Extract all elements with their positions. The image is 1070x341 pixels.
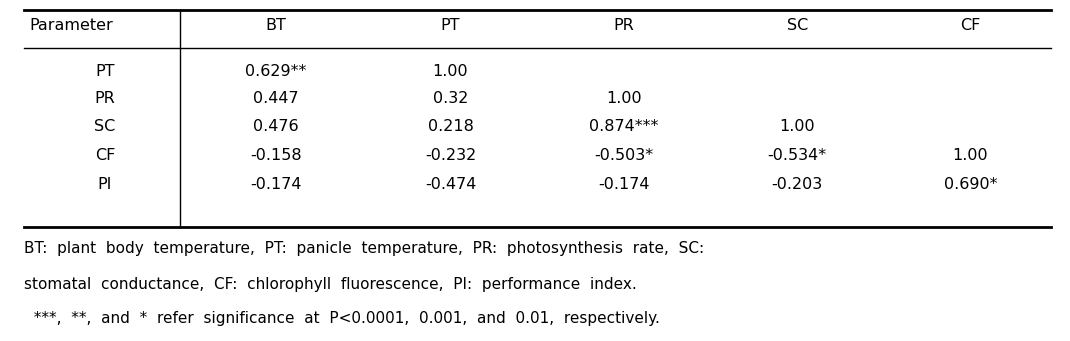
Text: PR: PR bbox=[613, 18, 635, 33]
Text: Parameter: Parameter bbox=[29, 18, 112, 33]
Text: 0.447: 0.447 bbox=[254, 91, 299, 106]
Text: CF: CF bbox=[94, 148, 116, 163]
Text: 0.690*: 0.690* bbox=[944, 177, 997, 192]
Text: CF: CF bbox=[960, 18, 981, 33]
Text: 1.00: 1.00 bbox=[432, 64, 469, 79]
Text: 0.629**: 0.629** bbox=[245, 64, 307, 79]
Text: stomatal  conductance,  CF:  chlorophyll  fluorescence,  PI:  performance  index: stomatal conductance, CF: chlorophyll fl… bbox=[24, 277, 637, 292]
Text: -0.158: -0.158 bbox=[250, 148, 302, 163]
Text: -0.503*: -0.503* bbox=[594, 148, 654, 163]
Text: SC: SC bbox=[94, 119, 116, 134]
Text: BT: BT bbox=[265, 18, 287, 33]
Text: PR: PR bbox=[94, 91, 116, 106]
Text: BT:  plant  body  temperature,  PT:  panicle  temperature,  PR:  photosynthesis : BT: plant body temperature, PT: panicle … bbox=[24, 241, 704, 256]
Text: 0.476: 0.476 bbox=[254, 119, 299, 134]
Text: -0.232: -0.232 bbox=[425, 148, 476, 163]
Text: PT: PT bbox=[95, 64, 114, 79]
Text: -0.174: -0.174 bbox=[598, 177, 649, 192]
Text: 1.00: 1.00 bbox=[779, 119, 815, 134]
Text: PI: PI bbox=[97, 177, 112, 192]
Text: 0.874***: 0.874*** bbox=[590, 119, 658, 134]
Text: ***,  **,  and  *  refer  significance  at  P<0.0001,  0.001,  and  0.01,  respe: ***, **, and * refer significance at P<0… bbox=[24, 311, 659, 326]
Text: -0.474: -0.474 bbox=[425, 177, 476, 192]
Text: 0.218: 0.218 bbox=[428, 119, 473, 134]
Text: PT: PT bbox=[441, 18, 460, 33]
Text: -0.174: -0.174 bbox=[250, 177, 302, 192]
Text: 0.32: 0.32 bbox=[432, 91, 469, 106]
Text: SC: SC bbox=[786, 18, 808, 33]
Text: -0.534*: -0.534* bbox=[767, 148, 827, 163]
Text: 1.00: 1.00 bbox=[606, 91, 642, 106]
Text: 1.00: 1.00 bbox=[952, 148, 989, 163]
Text: -0.203: -0.203 bbox=[771, 177, 823, 192]
